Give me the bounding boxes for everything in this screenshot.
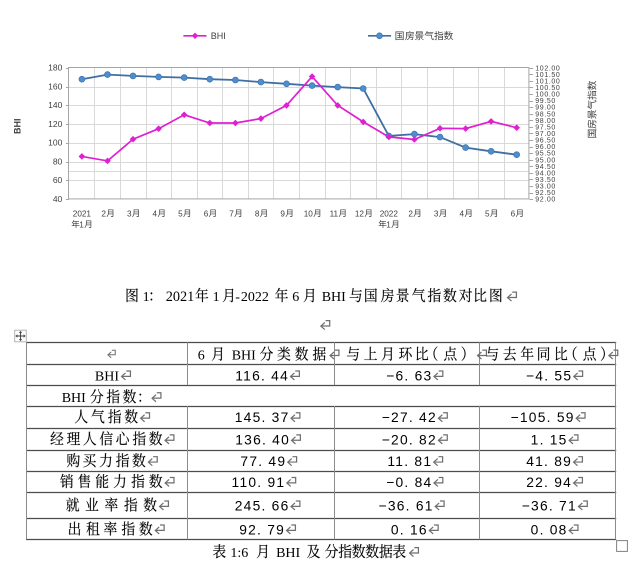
svg-text:40: 40 [53,194,63,204]
svg-text:98.00: 98.00 [535,118,556,125]
svg-text:11. 81: 11. 81 [387,454,432,469]
svg-text:99.00: 99.00 [535,105,556,112]
svg-text:94.50: 94.50 [535,164,556,171]
svg-text:0. 16: 0. 16 [391,522,428,537]
svg-text:−36. 61: −36. 61 [379,498,434,513]
svg-text:5: 5 [485,209,490,218]
svg-text:100.00: 100.00 [535,92,560,99]
svg-text:1:6: 1:6 [230,546,248,561]
svg-text:7: 7 [229,209,234,218]
svg-text:BHI: BHI [276,546,300,561]
svg-text:2022: 2022 [380,209,399,218]
svg-text:245. 66: 245. 66 [235,498,290,513]
svg-text:2021: 2021 [73,209,92,218]
svg-text:−0. 84: −0. 84 [386,475,432,490]
svg-text:145. 37: 145. 37 [235,410,290,425]
svg-text:5: 5 [178,209,183,218]
svg-text:77. 49: 77. 49 [240,454,286,469]
svg-text:1: 1 [143,290,150,305]
svg-text:116. 44: 116. 44 [235,368,289,383]
svg-text:−20. 82: −20. 82 [382,432,437,447]
svg-text:96.50: 96.50 [535,138,556,145]
svg-text:94.00: 94.00 [535,170,556,177]
svg-text:4: 4 [153,209,158,218]
svg-text:11: 11 [330,209,339,218]
svg-text:3: 3 [434,209,439,218]
svg-text:136. 40: 136. 40 [235,432,290,447]
svg-text:BHI: BHI [232,349,256,364]
svg-text:BHI: BHI [95,369,119,384]
svg-text:BHI: BHI [12,119,22,135]
svg-text:2: 2 [408,209,413,218]
svg-text:92.00: 92.00 [535,197,556,204]
svg-text:97.50: 97.50 [535,124,556,131]
svg-text:99.50: 99.50 [535,98,556,105]
svg-text:93.50: 93.50 [535,177,556,184]
svg-text:BHI: BHI [62,391,86,406]
svg-text:80: 80 [53,156,63,166]
svg-text:−36. 71: −36. 71 [522,498,577,513]
svg-text:-: - [235,290,240,305]
svg-text:−27. 42: −27. 42 [382,410,437,425]
svg-text:6: 6 [198,349,205,364]
svg-text:98.50: 98.50 [535,111,556,118]
svg-text:92. 79: 92. 79 [239,522,285,537]
svg-text:10: 10 [304,209,314,218]
svg-text:12: 12 [355,209,365,218]
svg-text:100.50: 100.50 [535,85,560,92]
svg-text:22. 94: 22. 94 [526,475,572,490]
svg-text:160: 160 [48,81,62,91]
svg-text:6: 6 [204,209,209,218]
svg-text:97.00: 97.00 [535,131,556,138]
svg-text:6: 6 [511,209,516,218]
svg-text:180: 180 [48,63,62,73]
svg-text:92.50: 92.50 [535,190,556,197]
svg-text:8: 8 [255,209,260,218]
svg-text:1. 15: 1. 15 [531,432,568,447]
svg-text:2021: 2021 [166,289,195,305]
svg-text:1: 1 [213,290,220,305]
svg-text:−6. 63: −6. 63 [386,368,432,383]
svg-text:93.00: 93.00 [535,184,556,191]
svg-text:3: 3 [127,209,132,218]
svg-text:−4. 55: −4. 55 [526,368,572,383]
svg-text:9: 9 [280,209,285,218]
svg-text:96.00: 96.00 [535,144,556,151]
svg-text:0. 08: 0. 08 [531,522,568,537]
svg-text:41. 89: 41. 89 [526,454,572,469]
svg-text:110. 91: 110. 91 [232,475,286,490]
svg-text:1: 1 [386,220,391,229]
svg-text:4: 4 [459,209,464,218]
svg-text:95.00: 95.00 [535,157,556,164]
svg-text:102.00: 102.00 [535,65,560,72]
svg-text:95.50: 95.50 [535,151,556,158]
svg-text:60: 60 [53,175,63,185]
svg-text:101.50: 101.50 [535,72,560,79]
svg-text:100: 100 [48,138,62,148]
svg-text:−105. 59: −105. 59 [511,410,575,425]
svg-text:1: 1 [79,220,84,229]
svg-text:101.00: 101.00 [535,78,560,85]
svg-text:2022: 2022 [241,290,269,305]
svg-text:6: 6 [292,290,299,305]
svg-text:BHI: BHI [322,290,346,305]
svg-text:BHI: BHI [211,31,226,41]
svg-text:140: 140 [48,100,62,110]
svg-text:2: 2 [101,209,106,218]
svg-text:120: 120 [48,119,62,129]
